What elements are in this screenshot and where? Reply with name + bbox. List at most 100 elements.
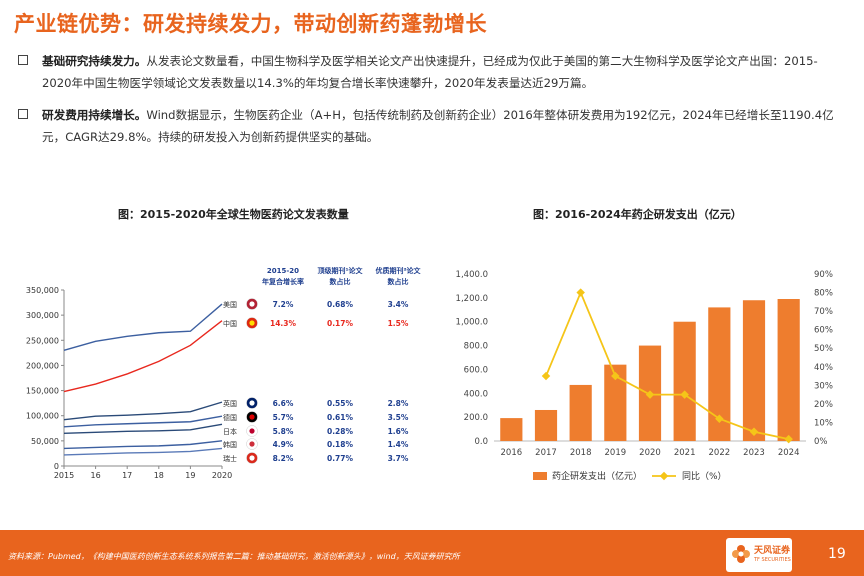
country-label: 德国 [223, 413, 237, 422]
y-left-tick-label: 1,400.0 [456, 270, 488, 280]
flag-icon-center [249, 301, 255, 307]
bar-2017 [534, 409, 558, 441]
y-tick-label: 200,000 [26, 361, 59, 370]
table-header: 2015-20 [267, 267, 299, 275]
y-left-tick-label: 400.0 [464, 389, 488, 399]
bullet-square-icon [18, 55, 28, 65]
yoy-line [545, 290, 789, 441]
country-label: 日本 [223, 427, 237, 436]
table-cell: 4.9% [273, 440, 294, 449]
chart-papers-title: 图：2015-2020年全球生物医药论文发表数量 [118, 208, 349, 221]
y-left-tick-label: 800.0 [464, 342, 488, 352]
bar-2018 [569, 384, 592, 441]
x-tick-label: 2021 [674, 448, 696, 458]
table-cell: 0.68% [327, 300, 354, 309]
yoy-point [541, 371, 551, 381]
x-tick-label: 16 [91, 471, 101, 480]
legend-bar-label: 药企研发支出（亿元） [552, 470, 642, 482]
chart-rd-title: 图：2016-2024年药企研发支出（亿元） [533, 208, 742, 221]
y-left-tick-label: 600.0 [464, 365, 488, 375]
bullet-heading: 研发费用持续增长。 [42, 108, 147, 122]
yoy-point [749, 427, 759, 436]
series-line-日本 [63, 423, 223, 435]
table-cell: 14.3% [270, 319, 297, 328]
legend-line-marker [659, 471, 669, 481]
legend-line-label: 同比（%） [682, 470, 727, 482]
country-label: 英国 [223, 399, 237, 408]
table-cell: 1.4% [388, 440, 409, 449]
bullet-square-icon [18, 109, 28, 119]
y-left-tick-label: 1,200.0 [456, 294, 488, 304]
table-cell: 0.18% [327, 440, 354, 449]
flag-icon-center [249, 455, 255, 461]
bullet-text: Wind数据显示，生物医药企业（A+H，包括传统制药及创新药企业）2016年整体… [42, 108, 834, 144]
y-tick-label: 100,000 [26, 412, 59, 421]
y-right-tick-label: 10% [814, 418, 833, 428]
flag-icon-center [249, 414, 255, 420]
flag-icon-center [249, 320, 255, 326]
x-tick-label: 2016 [501, 448, 523, 458]
page-title: 产业链优势：研发持续发力，带动创新药蓬勃增长 [14, 12, 487, 36]
y-tick-label: 250,000 [26, 336, 59, 345]
bar-2023 [742, 300, 766, 441]
country-label: 瑞士 [223, 454, 237, 463]
x-tick-label: 2019 [605, 448, 627, 458]
y-left-tick-label: 1,000.0 [456, 318, 488, 328]
y-right-tick-label: 0% [814, 437, 828, 447]
table-cell: 8.2% [273, 454, 294, 463]
legend-bar-swatch [533, 472, 547, 480]
flag-icon-center [249, 428, 255, 434]
yoy-point [611, 371, 620, 381]
table-cell: 0.55% [327, 399, 354, 408]
table-cell: 1.6% [388, 427, 409, 436]
series-line-英国 [63, 401, 223, 421]
table-cell: 2.8% [388, 399, 409, 408]
logo-text-cn: 天风证券 [754, 546, 791, 556]
bar-2022 [708, 307, 731, 441]
country-label: 中国 [223, 319, 237, 328]
table-cell: 0.28% [327, 427, 354, 436]
flag-icon-center [249, 441, 255, 447]
table-header: 优质期刊²论文 [375, 266, 421, 275]
x-tick-label: 2020 [639, 448, 661, 458]
y-right-tick-label: 60% [814, 326, 833, 336]
x-tick-label: 2020 [212, 471, 232, 480]
y-right-tick-label: 40% [814, 363, 833, 373]
x-tick-label: 19 [185, 471, 195, 480]
table-cell: 6.6% [273, 399, 294, 408]
table-cell: 5.7% [273, 413, 294, 422]
x-tick-label: 2015 [54, 471, 74, 480]
x-tick-label: 18 [154, 471, 164, 480]
table-cell: 3.5% [388, 413, 409, 422]
flag-icon-center [249, 400, 255, 406]
y-tick-label: 50,000 [31, 437, 59, 446]
country-label: 美国 [223, 300, 237, 309]
x-tick-label: 2024 [778, 448, 800, 458]
y-right-tick-label: 90% [814, 270, 833, 280]
table-header: 年复合增长率 [262, 277, 304, 286]
bullet-heading: 基础研究持续发力。 [42, 54, 147, 68]
y-tick-label: 350,000 [26, 286, 59, 295]
x-tick-label: 2017 [535, 448, 557, 458]
bullet-rd-spending: 研发费用持续增长。Wind数据显示，生物医药企业（A+H，包括传统制药及创新药企… [18, 104, 842, 148]
page-number: 19 [828, 546, 846, 562]
table-cell: 0.17% [327, 319, 354, 328]
series-line-美国 [63, 303, 223, 352]
y-right-tick-label: 50% [814, 344, 833, 354]
yoy-point [645, 390, 655, 399]
x-tick-label: 2022 [709, 448, 731, 458]
table-cell: 5.8% [273, 427, 294, 436]
table-cell: 7.2% [273, 300, 294, 309]
table-cell: 3.4% [388, 300, 409, 309]
x-tick-label: 2018 [570, 448, 592, 458]
bullet-basic-research: 基础研究持续发力。从发表论文数量看，中国生物科学及医学相关论文产出快速提升，已经… [18, 50, 842, 94]
footer-source: 资料来源：Pubmed，《构建中国医药创新生态系统系列报告第二篇：推动基础研究，… [8, 552, 460, 561]
bullet-text: 从发表论文数量看，中国生物科学及医学相关论文产出快速提升，已经成为仅此于美国的第… [42, 54, 818, 90]
x-tick-label: 17 [122, 471, 132, 480]
bar-2021 [673, 321, 696, 441]
yoy-point [784, 434, 793, 444]
company-logo: 天风证券 TF SECURITIES [726, 538, 792, 572]
y-tick-label: 0 [54, 462, 59, 471]
